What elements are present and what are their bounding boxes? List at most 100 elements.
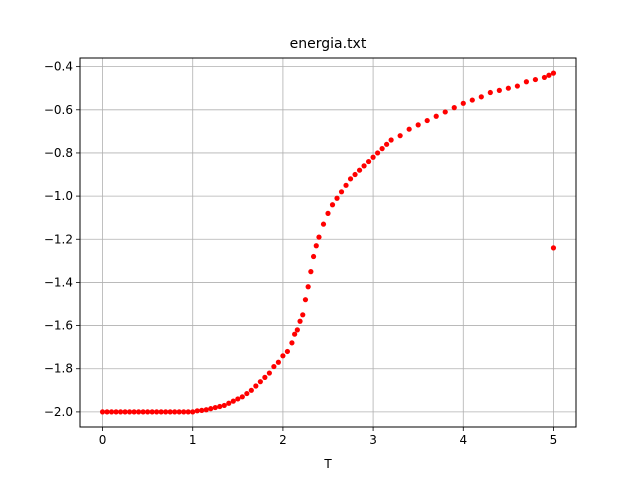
data-point: [230, 398, 236, 404]
data-point: [546, 72, 552, 78]
data-point: [127, 409, 133, 415]
y-tick-label: −2.0: [44, 405, 73, 419]
data-point: [194, 408, 200, 414]
data-point: [294, 327, 300, 333]
data-point: [297, 318, 303, 324]
x-axis-ticks: 0 1 2 3 4 5: [99, 427, 558, 447]
data-point: [541, 74, 548, 81]
data-point: [550, 245, 557, 251]
data-point: [325, 210, 331, 216]
data-point: [163, 409, 169, 415]
data-point: [550, 70, 557, 76]
data-point: [140, 409, 146, 415]
data-point: [289, 340, 295, 346]
data-point: [108, 409, 115, 415]
data-point: [388, 137, 394, 143]
data-point: [292, 331, 298, 337]
data-point: [313, 243, 319, 249]
data-point: [212, 404, 218, 411]
x-tick-label: 1: [189, 433, 197, 447]
data-point: [275, 359, 281, 365]
data-point: [122, 409, 128, 415]
data-point: [208, 406, 214, 412]
data-point: [316, 234, 322, 240]
data-point: [451, 105, 457, 111]
y-tick-label: −0.8: [44, 146, 73, 160]
data-point: [185, 409, 191, 415]
data-point: [433, 113, 439, 119]
chart-title: energia.txt: [290, 36, 367, 52]
data-point: [487, 89, 493, 96]
y-tick-label: −1.0: [44, 189, 73, 203]
data-point: [523, 79, 530, 85]
data-point: [460, 100, 466, 106]
data-point: [248, 387, 254, 393]
data-point: [514, 83, 520, 89]
y-tick-label: −1.4: [44, 275, 73, 289]
data-point: [113, 409, 119, 415]
data-point: [442, 109, 448, 115]
x-tick-label: 0: [99, 433, 107, 447]
data-point: [131, 409, 137, 415]
data-point: [99, 409, 106, 415]
data-point: [104, 409, 110, 415]
plot-frame: [79, 57, 577, 428]
x-axis-label: T: [323, 457, 332, 471]
y-tick-label: −0.4: [44, 60, 73, 74]
y-tick-label: −1.2: [44, 232, 73, 246]
x-tick-label: 2: [279, 433, 287, 447]
data-point: [370, 154, 376, 160]
data-point: [334, 195, 340, 201]
data-point: [181, 409, 187, 415]
data-point: [266, 370, 272, 376]
data-point: [190, 409, 196, 415]
data-point: [347, 176, 354, 182]
data-point: [379, 146, 385, 152]
grid: [80, 58, 576, 427]
data-point: [117, 409, 124, 415]
data-point: [329, 202, 336, 208]
data-point: [352, 171, 358, 178]
data-point: [478, 94, 484, 100]
data-point: [338, 189, 345, 195]
data-point: [172, 409, 178, 415]
data-point: [257, 379, 263, 385]
data-point: [496, 87, 502, 93]
data-point: [203, 407, 209, 413]
data-point: [253, 383, 259, 389]
x-tick-label: 5: [550, 433, 558, 447]
data-point: [262, 374, 268, 380]
data-point: [302, 297, 309, 303]
data-point: [136, 409, 142, 415]
data-point: [397, 133, 403, 139]
y-tick-label: −1.6: [44, 319, 73, 333]
data-point: [365, 158, 372, 165]
data-point: [217, 403, 223, 410]
data-point: [239, 394, 245, 400]
data-point: [271, 363, 277, 370]
data-point: [284, 348, 291, 355]
data-point: [244, 390, 250, 397]
data-point: [176, 409, 182, 415]
data-point: [199, 407, 205, 413]
data-point: [375, 150, 381, 156]
data-point: [424, 117, 430, 124]
x-tick-label: 3: [369, 433, 377, 447]
y-tick-label: −1.8: [44, 362, 73, 376]
data-point: [158, 409, 164, 415]
data-points: [99, 70, 557, 415]
data-point: [308, 269, 314, 275]
y-tick-label: −0.6: [44, 103, 73, 117]
data-point: [343, 182, 349, 188]
x-tick-label: 4: [459, 433, 467, 447]
data-point: [415, 122, 421, 128]
data-point: [356, 167, 363, 173]
data-point: [149, 409, 155, 415]
data-point: [145, 409, 151, 415]
data-point: [235, 396, 241, 402]
data-point: [532, 76, 539, 83]
data-point: [280, 353, 286, 359]
